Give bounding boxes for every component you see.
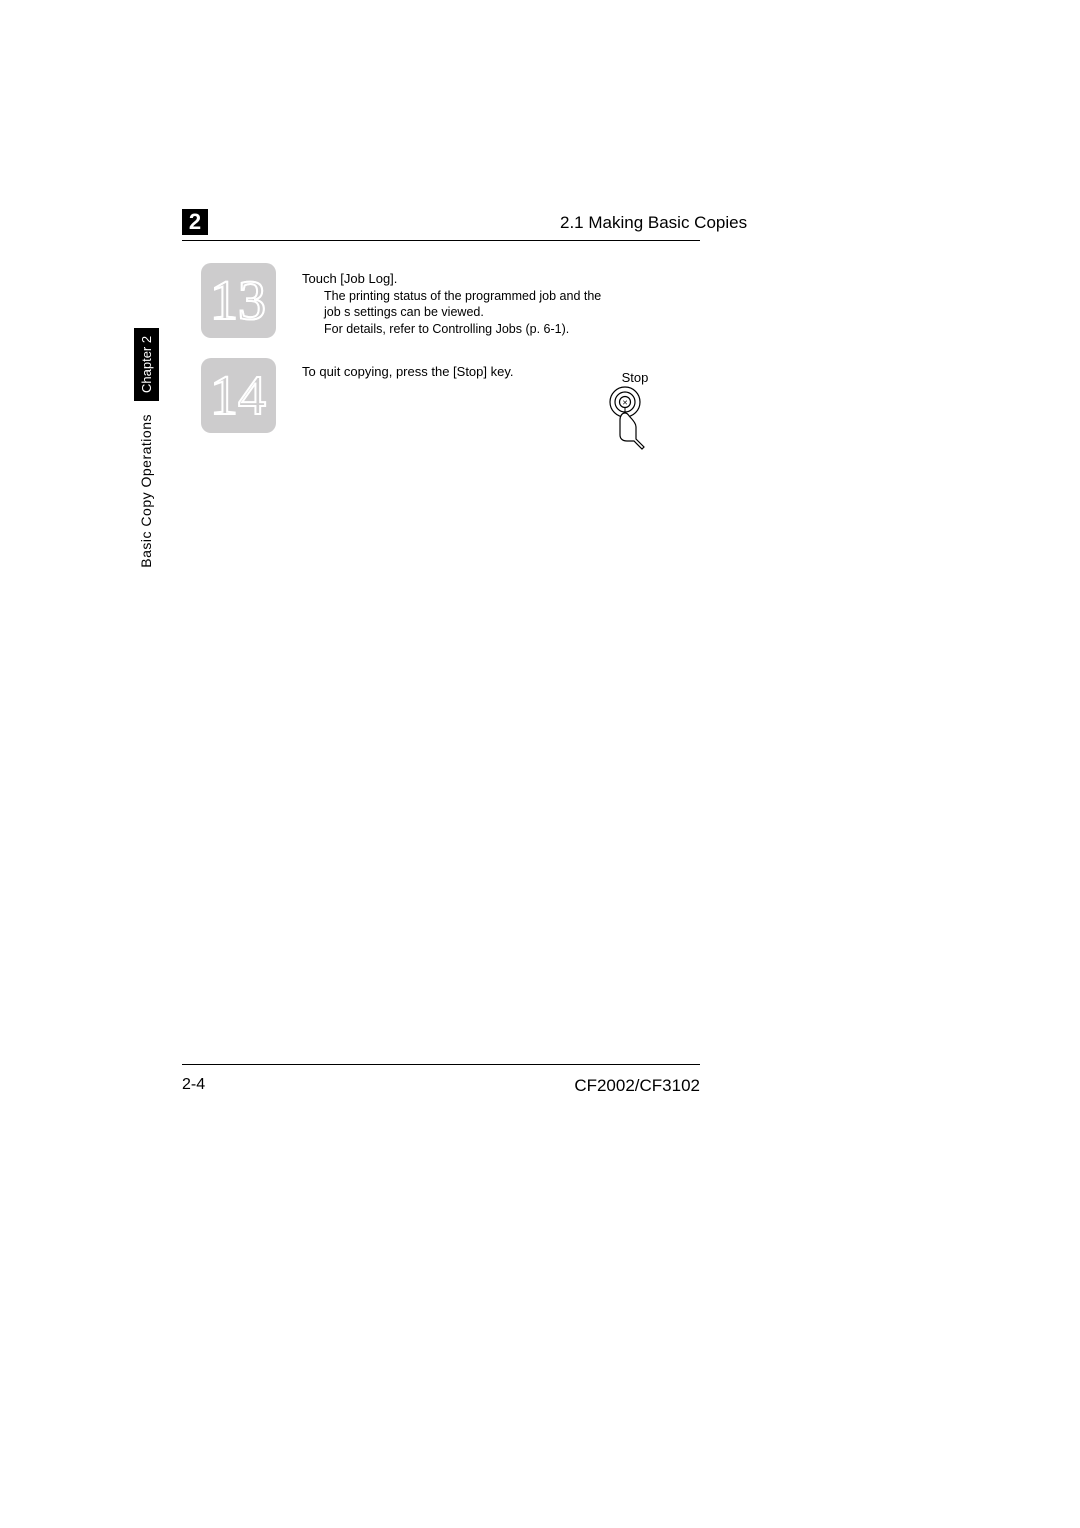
step-13-sub2: job s settings can be viewed. bbox=[302, 304, 601, 321]
stop-label: Stop bbox=[612, 370, 658, 385]
page-number: 2-4 bbox=[182, 1076, 205, 1094]
svg-text:13: 13 bbox=[210, 270, 266, 332]
section-title: 2.1 Making Basic Copies bbox=[560, 213, 747, 233]
header-rule bbox=[182, 240, 700, 241]
manual-page: 2 2.1 Making Basic Copies Chapter 2 Basi… bbox=[0, 0, 1080, 1528]
step-badge-13: 13 13 13 bbox=[201, 263, 276, 338]
step-13-main: Touch [Job Log]. bbox=[302, 270, 601, 288]
step-number-14-icon: 14 bbox=[201, 358, 276, 433]
step-13-sub1: The printing status of the programmed jo… bbox=[302, 288, 601, 305]
section-side-label: Basic Copy Operations bbox=[138, 414, 154, 568]
svg-text:14: 14 bbox=[210, 365, 266, 427]
svg-text:✕: ✕ bbox=[622, 400, 628, 407]
step-13-sub3: For details, refer to Controlling Jobs (… bbox=[302, 321, 601, 338]
stop-button-icon: ✕ bbox=[608, 385, 658, 455]
chapter-number: 2 bbox=[189, 209, 201, 235]
stop-button-illustration: Stop ✕ bbox=[608, 370, 658, 460]
step-13-text: Touch [Job Log]. The printing status of … bbox=[302, 270, 601, 338]
step-14-text: To quit copying, press the [Stop] key. bbox=[302, 364, 514, 379]
chapter-number-box: 2 bbox=[182, 209, 208, 235]
footer-rule bbox=[182, 1064, 700, 1065]
model-number: CF2002/CF3102 bbox=[574, 1076, 700, 1096]
step-badge-14: 14 bbox=[201, 358, 276, 433]
step-number-13-icon: 13 13 13 bbox=[201, 263, 276, 338]
chapter-side-label: Chapter 2 bbox=[139, 336, 154, 393]
chapter-side-tab: Chapter 2 bbox=[134, 328, 159, 401]
